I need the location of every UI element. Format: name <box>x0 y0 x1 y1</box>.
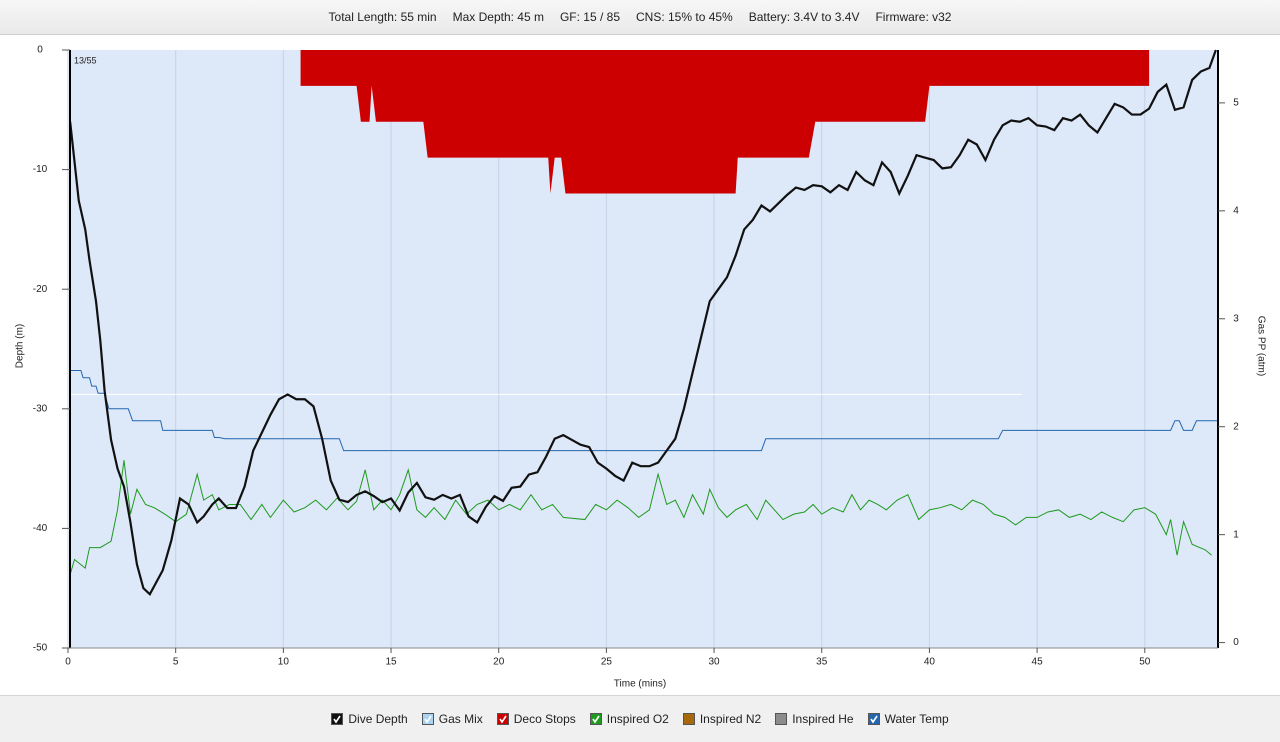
y2-tick-label: 5 <box>1233 98 1239 109</box>
y-tick-label: -30 <box>33 403 48 414</box>
summary-item: Firmware: v32 <box>875 10 952 24</box>
x-tick-label: 20 <box>493 657 505 668</box>
summary-bar: Total Length: 55 min Max Depth: 45 m GF: 1… <box>0 0 1280 35</box>
y2-tick-label: 4 <box>1233 205 1239 216</box>
legend-item[interactable]: Inspired He <box>775 712 854 726</box>
x-tick-label: 30 <box>709 657 721 668</box>
y-tick-label: -20 <box>33 284 48 295</box>
legend-item[interactable]: Inspired N2 <box>682 712 762 726</box>
legend-checkbox[interactable] <box>867 713 880 725</box>
y-tick-label: -10 <box>33 164 48 175</box>
x-tick-label: 25 <box>601 657 613 668</box>
legend-item[interactable]: Inspired O2 <box>589 712 669 726</box>
y2-tick-label: 1 <box>1233 529 1239 540</box>
series-layer <box>69 49 1218 596</box>
series-area <box>300 50 1150 194</box>
y-axis-title: Depth (m) <box>15 324 26 368</box>
x-tick-label: 5 <box>173 657 179 668</box>
legend-checkbox[interactable] <box>331 713 344 725</box>
y-tick-label: -40 <box>33 523 48 534</box>
legend-checkbox[interactable] <box>775 713 788 725</box>
y2-tick-label: 3 <box>1233 313 1239 324</box>
legend-item[interactable]: Dive Depth <box>331 712 408 726</box>
legend-label[interactable]: Gas Mix <box>438 712 483 726</box>
series-line <box>69 460 1212 575</box>
legend-checkbox[interactable] <box>496 713 509 725</box>
x-tick-label: 0 <box>65 657 71 668</box>
grid <box>67 50 1146 648</box>
check-mark <box>333 715 342 724</box>
summary-item: GF: 15 / 85 <box>559 10 620 24</box>
check-stroke <box>869 715 878 724</box>
x-tick-label: 45 <box>1032 657 1044 668</box>
check-mark <box>869 715 878 724</box>
legend-item[interactable]: Water Temp <box>867 712 949 726</box>
legend-checkbox[interactable] <box>682 713 695 725</box>
x-tick-label: 50 <box>1139 657 1151 668</box>
summary-item: Max Depth: 45 m <box>452 10 544 24</box>
annotation: 13/55 <box>74 55 97 65</box>
check-mark <box>424 715 432 724</box>
legend-item[interactable]: Gas Mix <box>421 712 483 726</box>
x-tick-label: 10 <box>278 657 290 668</box>
summary-item: Battery: 3.4V to 3.4V <box>748 10 860 24</box>
legend-label[interactable]: Inspired He <box>792 712 854 726</box>
series-line <box>69 49 1217 596</box>
x-axis-title: Time (mins) <box>614 679 666 690</box>
axes: 0 5 10 15 20 25 30 35 40 45 500-10-20-30-40-50 0123… <box>33 45 1239 668</box>
legend-label[interactable]: Water Temp <box>884 712 949 726</box>
check-mark <box>592 715 600 724</box>
legend-label[interactable]: Deco Stops <box>513 712 576 726</box>
legend-label[interactable]: Inspired O2 <box>606 712 669 726</box>
summary-item: Total Length: 55 min <box>328 10 437 24</box>
check-stroke <box>592 715 600 724</box>
check-stroke <box>333 715 342 724</box>
legend-checkbox[interactable] <box>421 713 434 725</box>
series-line <box>70 370 1218 452</box>
check-stroke <box>424 715 432 724</box>
legend-label[interactable]: Inspired N2 <box>699 712 762 726</box>
legend-label[interactable]: Dive Depth <box>348 712 408 726</box>
check-stroke <box>499 715 507 724</box>
legend-checkbox[interactable] <box>589 713 602 725</box>
y2-tick-label: 0 <box>1233 637 1239 648</box>
check-mark <box>499 715 507 724</box>
summary-item: CNS: 15% to 45% <box>636 10 733 24</box>
chart: 0 5 10 15 20 25 30 35 40 45 500-10-20-30-40-50 0123… <box>15 45 1267 690</box>
x-tick-label: 15 <box>385 657 397 668</box>
y-tick-label: 0 <box>37 45 43 56</box>
x-tick-label: 35 <box>816 657 828 668</box>
x-tick-label: 40 <box>924 657 936 668</box>
legend: Dive Depth Gas Mix Deco Stops Inspired O2 In… <box>0 695 1280 742</box>
y2-axis-title: Gas PP (atm) <box>1255 316 1266 376</box>
y2-tick-label: 2 <box>1233 421 1239 432</box>
y-tick-label: -50 <box>33 643 48 654</box>
legend-item[interactable]: Deco Stops <box>496 712 576 726</box>
